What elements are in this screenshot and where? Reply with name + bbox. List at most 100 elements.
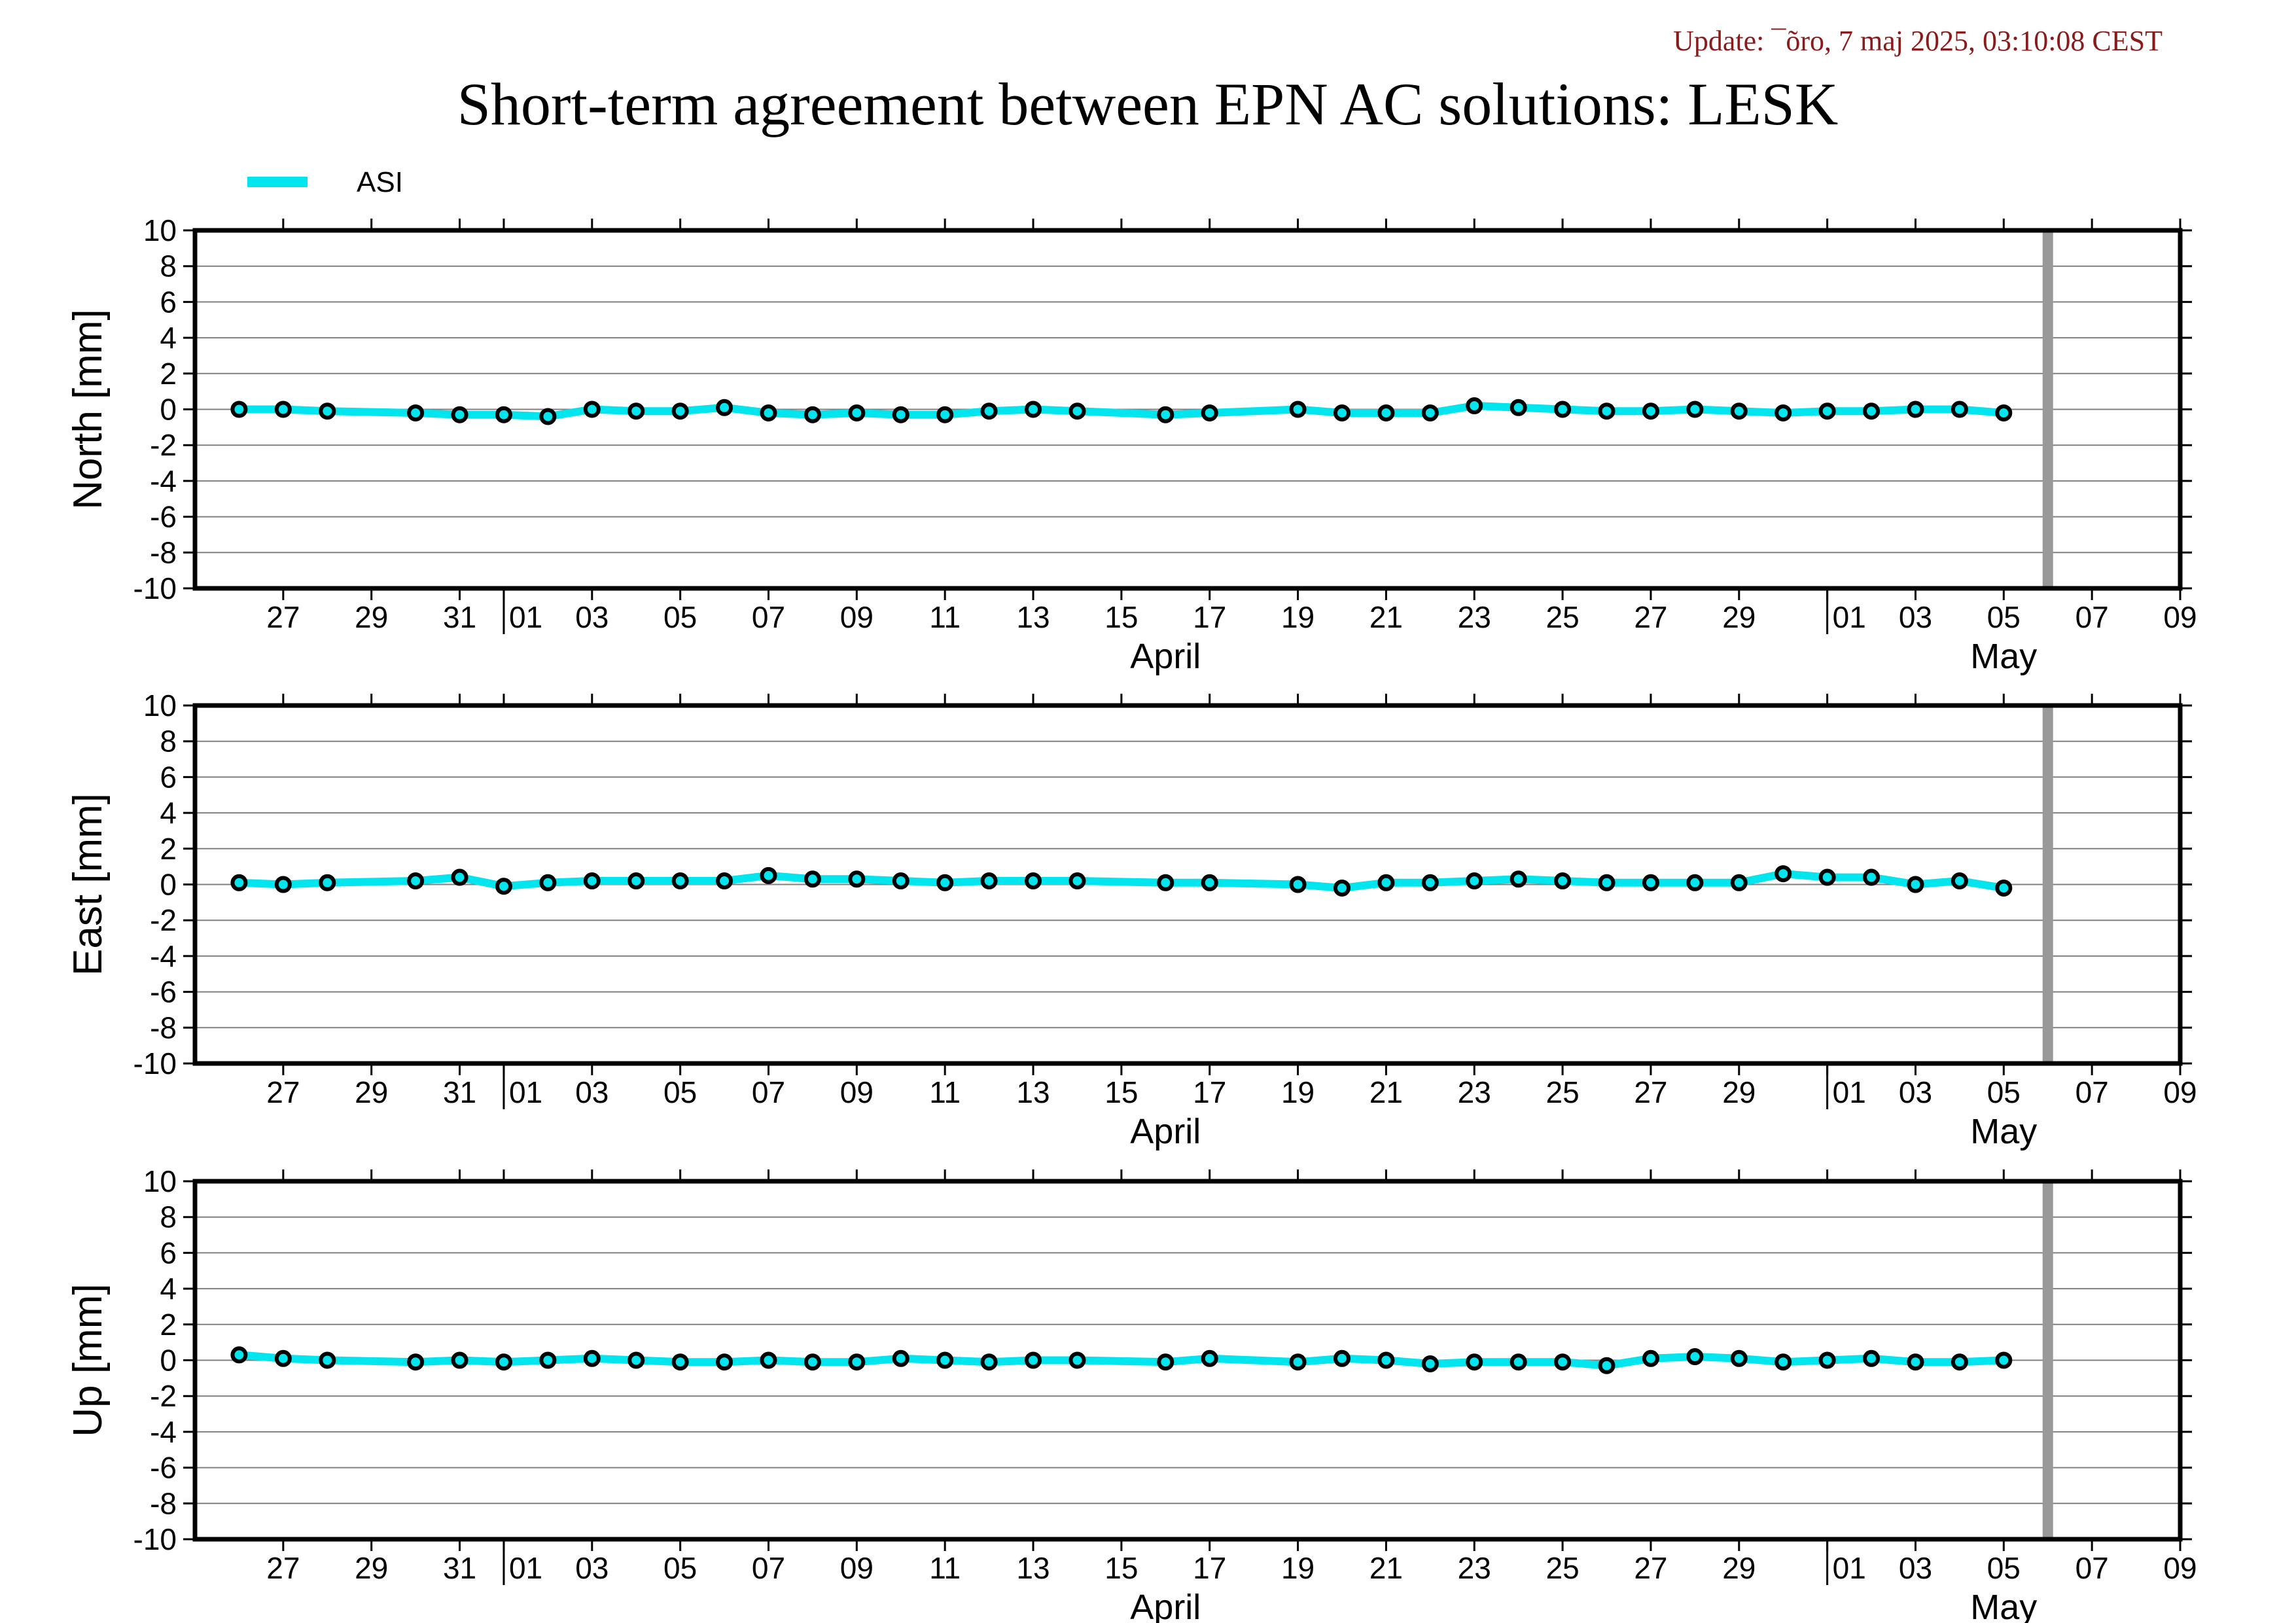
x-tick-label: 25 (1546, 1551, 1580, 1585)
data-point (1510, 870, 1527, 888)
data-point (1818, 402, 1836, 420)
x-tick-label: 03 (1899, 1551, 1932, 1585)
y-tick-label: 2 (160, 832, 177, 866)
plot-frame (192, 1179, 2183, 1542)
data-point (1157, 1353, 1174, 1371)
x-tick-label: 03 (1899, 600, 1932, 634)
y-tick-label: -8 (150, 535, 177, 569)
month-label: May (1970, 1112, 2037, 1151)
x-tick-label: 17 (1193, 600, 1226, 634)
y-tick-label: -2 (150, 1379, 177, 1413)
y-tick-label: 8 (160, 1200, 177, 1234)
y-tick-label: 0 (160, 868, 177, 902)
y-tick-label: -2 (150, 903, 177, 937)
data-point (495, 1353, 512, 1371)
data-point (1466, 397, 1483, 415)
x-tick-label: 09 (840, 600, 874, 634)
y-tick-label: 6 (160, 285, 177, 319)
data-point (848, 404, 866, 421)
data-point (274, 876, 292, 893)
data-point (451, 406, 468, 423)
month-label: May (1970, 1588, 2037, 1623)
y-tick-label: 10 (143, 213, 177, 247)
data-point (760, 1351, 777, 1369)
y-tick-label: 0 (160, 393, 177, 427)
data-point (1951, 1353, 1968, 1371)
data-point (230, 874, 248, 891)
data-point (1818, 1351, 1836, 1369)
data-point (1333, 404, 1351, 421)
y-tick-label: -10 (133, 571, 177, 605)
legend: ASI (247, 166, 403, 198)
data-point (1598, 1357, 1616, 1374)
data-point (1863, 402, 1881, 420)
x-tick-label: 23 (1458, 1551, 1491, 1585)
y-tick-label: 4 (160, 1272, 177, 1306)
data-point (274, 401, 292, 418)
x-tick-label: 13 (1016, 1551, 1050, 1585)
x-tick-label: 19 (1281, 1075, 1315, 1109)
x-tick-label: 03 (575, 1551, 609, 1585)
x-tick-label: 03 (575, 1075, 609, 1109)
x-tick-label: 27 (266, 1551, 300, 1585)
x-tick-label: 21 (1369, 1551, 1403, 1585)
data-point (319, 874, 336, 891)
x-tick-label: 19 (1281, 1551, 1315, 1585)
data-point (1775, 865, 1792, 883)
data-point (1421, 874, 1439, 891)
x-tick-label: 09 (2163, 600, 2197, 634)
y-tick-label: -4 (150, 939, 177, 973)
x-tick-label: 09 (2163, 1551, 2197, 1585)
data-point (1598, 402, 1616, 420)
x-tick-label: 13 (1016, 1075, 1050, 1109)
data-point (451, 1351, 468, 1369)
x-tick-label: 29 (355, 1075, 388, 1109)
data-point (1201, 404, 1218, 421)
x-tick-label: 29 (1722, 1075, 1756, 1109)
y-tick-label: -10 (133, 1522, 177, 1556)
y-tick-label: 10 (143, 688, 177, 722)
y-tick-label: -6 (150, 1451, 177, 1485)
x-tick-label: 07 (2075, 600, 2109, 634)
data-point (230, 1346, 248, 1364)
data-point (451, 868, 468, 886)
x-tick-label: 01 (509, 1075, 542, 1109)
x-tick-label: 23 (1458, 600, 1491, 634)
data-point (980, 402, 998, 420)
x-tick-label: 23 (1458, 1075, 1491, 1109)
data-point (1289, 401, 1307, 418)
x-tick-label: 07 (752, 1075, 785, 1109)
data-point (1466, 1353, 1483, 1371)
y-tick-label: 8 (160, 724, 177, 758)
x-tick-label: 21 (1369, 1075, 1403, 1109)
data-point (495, 878, 512, 895)
data-point (230, 401, 248, 418)
y-tick-label: -8 (150, 1486, 177, 1520)
x-tick-label: 29 (355, 1551, 388, 1585)
data-point (1907, 1353, 1924, 1371)
x-tick-label: 07 (2075, 1075, 2109, 1109)
x-tick-label: 07 (752, 600, 785, 634)
y-axis-label: Up [mm] (65, 1283, 111, 1436)
data-point (760, 404, 777, 421)
y-tick-label: -4 (150, 464, 177, 498)
data-point (936, 874, 954, 891)
data-point (1818, 868, 1836, 886)
data-point (1642, 402, 1659, 420)
y-tick-label: 8 (160, 249, 177, 283)
x-tick-label: 29 (355, 600, 388, 634)
x-tick-label: 07 (2075, 1551, 2109, 1585)
data-point (1730, 874, 1748, 891)
x-tick-label: 05 (1987, 600, 2021, 634)
x-tick-label: 03 (1899, 1075, 1932, 1109)
data-point (627, 402, 645, 420)
x-tick-label: 01 (509, 600, 542, 634)
x-tick-label: 17 (1193, 1551, 1226, 1585)
data-point (1907, 401, 1924, 418)
data-point (980, 1353, 998, 1371)
x-tick-label: 07 (752, 1551, 785, 1585)
x-tick-label: 05 (663, 600, 697, 634)
